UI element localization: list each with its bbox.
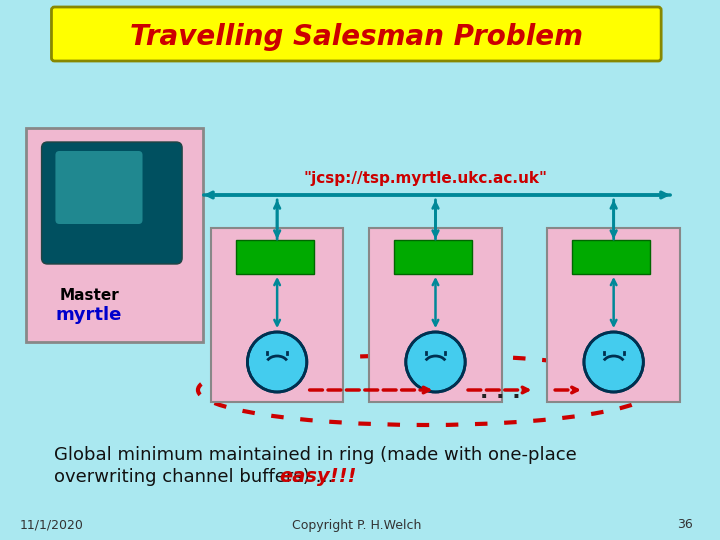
FancyBboxPatch shape — [55, 151, 143, 224]
Text: myrtle: myrtle — [56, 306, 122, 324]
Text: overwriting channel buffers) …: overwriting channel buffers) … — [55, 468, 340, 486]
FancyBboxPatch shape — [369, 228, 502, 402]
Circle shape — [584, 332, 644, 392]
FancyBboxPatch shape — [547, 228, 680, 402]
FancyBboxPatch shape — [42, 142, 182, 264]
FancyBboxPatch shape — [51, 7, 661, 61]
Text: Copyright P. H.Welch: Copyright P. H.Welch — [292, 518, 421, 531]
Circle shape — [248, 332, 307, 392]
Circle shape — [406, 332, 465, 392]
Text: 36: 36 — [677, 518, 693, 531]
Text: "jcsp://tsp.myrtle.ukc.ac.uk": "jcsp://tsp.myrtle.ukc.ac.uk" — [304, 171, 548, 186]
Text: Global minimum maintained in ring (made with one-place: Global minimum maintained in ring (made … — [55, 446, 577, 464]
Text: Travelling Salesman Problem: Travelling Salesman Problem — [130, 23, 582, 51]
Text: easy!!!: easy!!! — [279, 468, 356, 487]
FancyBboxPatch shape — [572, 240, 650, 274]
Text: 11/1/2020: 11/1/2020 — [19, 518, 84, 531]
Text: Master: Master — [59, 287, 119, 302]
FancyBboxPatch shape — [211, 228, 343, 402]
Text: . . .: . . . — [480, 382, 520, 402]
FancyBboxPatch shape — [26, 128, 203, 342]
FancyBboxPatch shape — [394, 240, 472, 274]
FancyBboxPatch shape — [235, 240, 314, 274]
